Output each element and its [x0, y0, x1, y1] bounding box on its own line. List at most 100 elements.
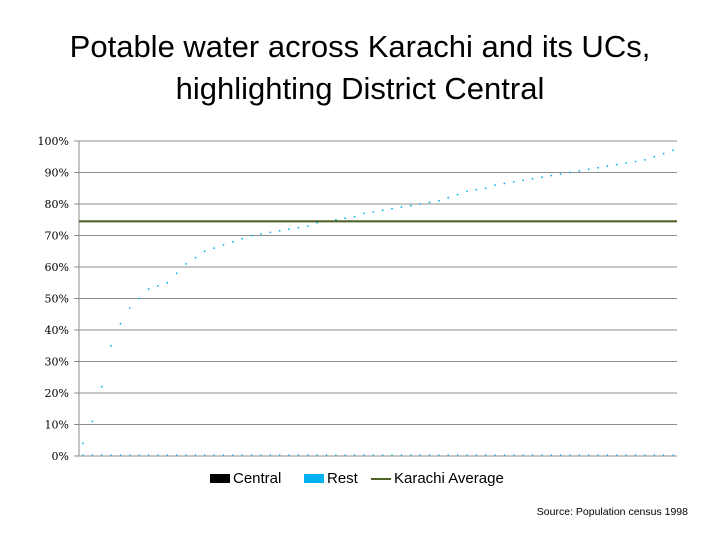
data-point-rest-baseline [288, 454, 290, 456]
source-note: Source: Population census 1998 [536, 506, 688, 518]
data-point-rest-baseline [456, 454, 459, 456]
data-point-rest [213, 247, 216, 250]
data-point-rest [100, 385, 103, 388]
data-point-rest-baseline [400, 454, 403, 456]
chart-plot: 0% 10% 20% 30% 40% 50% 60% 70% 80% 90% 100% [38, 135, 677, 463]
data-point-rest [175, 272, 178, 275]
data-point-rest-baseline [466, 454, 468, 456]
data-point-rest-baseline [513, 454, 515, 456]
data-point-rest-baseline [447, 454, 449, 456]
data-point-rest [559, 173, 562, 176]
data-point-rest-baseline [419, 454, 421, 456]
data-point-rest [447, 196, 450, 199]
data-point-rest-baseline [213, 454, 215, 456]
data-point-rest-baseline [363, 454, 365, 456]
data-point-rest-baseline [653, 454, 655, 456]
data-point-rest-baseline [391, 454, 393, 456]
data-point-rest-baseline [335, 454, 337, 456]
data-point-rest [550, 174, 553, 177]
data-point-rest-baseline [428, 454, 431, 456]
data-point-rest [662, 152, 665, 155]
legend-label-rest: Rest [327, 470, 358, 487]
y-tick-label: 20% [45, 387, 69, 400]
data-point-rest [615, 163, 618, 166]
data-point-rest [297, 226, 300, 229]
data-point-rest-baseline [522, 454, 524, 456]
data-point-rest-baseline [119, 454, 122, 456]
data-point-rest [438, 199, 440, 202]
data-point-rest-baseline [475, 454, 477, 456]
data-point-rest [91, 420, 94, 423]
chart-title: Potable water across Karachi and its UCs… [0, 26, 720, 110]
data-point-rest [147, 288, 150, 290]
data-point-rest-baseline [410, 454, 412, 456]
data-point-rest [456, 193, 459, 196]
data-point-rest-baseline [147, 454, 150, 456]
data-point-rest-baseline [279, 454, 281, 456]
data-point-rest [597, 166, 599, 169]
data-point-rest [541, 176, 543, 179]
data-point-rest [353, 215, 356, 218]
data-point-rest [306, 225, 309, 228]
legend-swatch-rest [304, 474, 324, 483]
legend-label-karachi-average: Karachi Average [394, 470, 504, 487]
data-point-rest-baseline [672, 454, 674, 456]
data-point-rest-baseline [503, 454, 506, 456]
data-point-rest-baseline [157, 454, 159, 456]
data-point-rest-baseline [606, 454, 609, 456]
y-tick-label: 80% [45, 198, 69, 211]
data-point-rest [203, 250, 206, 253]
data-point-rest-baseline [269, 454, 271, 456]
data-point-rest [409, 204, 412, 207]
data-point-rest-baseline [110, 454, 112, 456]
data-point-rest [231, 240, 234, 243]
data-point-rest-baseline [91, 454, 94, 456]
y-tick-label: 70% [45, 230, 69, 243]
data-point-rest [522, 179, 525, 182]
data-point-rest [512, 181, 515, 183]
data-point-rest [269, 231, 272, 234]
data-point-rest-baseline [588, 454, 590, 456]
data-point-rest [484, 187, 487, 190]
data-point-rest-baseline [644, 454, 646, 456]
data-point-rest [110, 344, 112, 347]
data-point-rest-baseline [222, 454, 225, 456]
data-point-rest [185, 263, 187, 265]
legend-item-rest: Rest [304, 470, 358, 487]
data-point-rest [578, 170, 581, 172]
data-point-rest-baseline [578, 454, 580, 456]
data-point-rest [241, 237, 244, 240]
data-point-rest-baseline [625, 454, 627, 456]
data-point-rest-baseline [616, 454, 618, 456]
data-point-rest [391, 207, 393, 210]
data-point-rest [466, 190, 468, 193]
y-tick-label: 40% [45, 324, 69, 337]
data-point-rest [634, 160, 637, 163]
data-point-rest-baseline [250, 454, 253, 456]
data-point-rest-baseline [129, 454, 131, 456]
data-point-rest [625, 162, 628, 165]
data-point-rest [363, 212, 365, 215]
chart-legend: Central Rest Karachi Average [0, 470, 720, 496]
data-point-rest-baseline [531, 454, 534, 456]
data-point-rest-baseline [569, 454, 571, 456]
data-point-rest-baseline [101, 454, 103, 456]
data-point-rest [606, 165, 609, 168]
legend-item-central: Central [210, 470, 281, 487]
data-point-rest [494, 184, 496, 187]
data-point-rest-baseline [325, 454, 328, 456]
legend-swatch-central [210, 474, 230, 483]
data-point-rest [222, 244, 225, 246]
data-point-rest [288, 228, 290, 231]
y-tick-label: 60% [45, 261, 69, 274]
data-point-rest [82, 442, 84, 445]
data-point-rest-baseline [344, 454, 346, 456]
data-point-rest [250, 234, 253, 237]
data-point-rest [128, 307, 131, 309]
data-point-rest-baseline [166, 454, 168, 456]
data-point-rest [316, 222, 318, 224]
y-tick-label: 50% [45, 293, 69, 306]
data-point-rest [503, 182, 506, 185]
data-point-rest [344, 217, 347, 220]
y-tick-label: 10% [45, 419, 69, 432]
